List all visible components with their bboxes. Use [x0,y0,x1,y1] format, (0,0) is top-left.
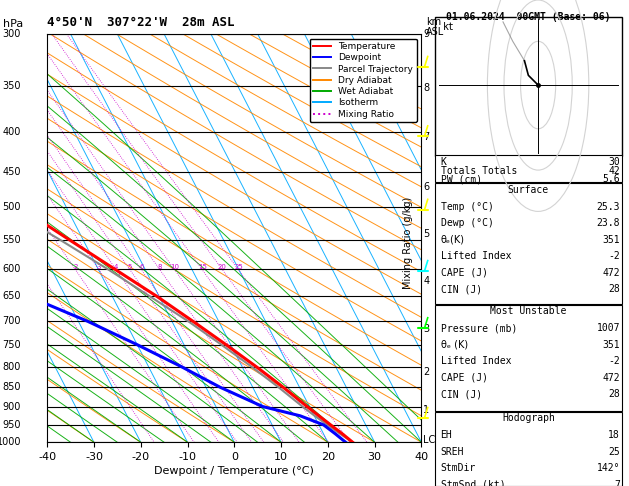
Text: 500: 500 [3,202,21,212]
Text: 600: 600 [3,264,21,274]
Text: ASL: ASL [426,27,444,37]
Text: hPa: hPa [3,19,23,30]
Text: 8: 8 [423,83,430,93]
Text: 1007: 1007 [596,323,620,333]
Text: θₑ(K): θₑ(K) [441,235,465,245]
Text: StmDir: StmDir [441,463,476,473]
Text: kt: kt [443,22,454,32]
Text: 9: 9 [423,29,430,39]
Text: SREH: SREH [441,447,464,457]
Text: 300: 300 [3,29,21,39]
Text: 1: 1 [423,405,430,415]
Text: 4°50'N  307°22'W  28m ASL: 4°50'N 307°22'W 28m ASL [47,16,235,29]
Text: 450: 450 [3,167,21,176]
Text: Dewp (°C): Dewp (°C) [441,218,494,228]
Text: 6: 6 [423,182,430,192]
Text: 5.6: 5.6 [603,174,620,185]
Bar [435,412,622,486]
Text: Mixing Ratio (g/kg): Mixing Ratio (g/kg) [403,197,413,289]
Bar [435,155,622,182]
Text: 550: 550 [3,235,21,244]
Text: 25: 25 [234,264,243,270]
Text: 30: 30 [608,157,620,167]
Text: 650: 650 [3,291,21,301]
X-axis label: Dewpoint / Temperature (°C): Dewpoint / Temperature (°C) [154,466,314,476]
Text: 7: 7 [423,133,430,142]
Text: LCL: LCL [423,434,441,445]
Text: 351: 351 [603,340,620,350]
Text: 950: 950 [3,420,21,430]
Bar [435,305,622,411]
Text: 850: 850 [3,382,21,392]
Text: 15: 15 [198,264,207,270]
Text: 20: 20 [218,264,227,270]
Text: 5: 5 [423,229,430,239]
Text: Lifted Index: Lifted Index [441,356,511,366]
Text: Surface: Surface [508,185,549,195]
Text: 3: 3 [97,264,101,270]
Text: 7: 7 [614,480,620,486]
Text: Temp (°C): Temp (°C) [441,202,494,212]
Text: 350: 350 [3,81,21,91]
Text: 5: 5 [128,264,132,270]
Text: 4: 4 [423,276,430,286]
Text: 900: 900 [3,401,21,412]
Text: Lifted Index: Lifted Index [441,251,511,261]
Text: 1000: 1000 [0,437,21,447]
Text: CIN (J): CIN (J) [441,284,482,295]
Text: km: km [426,17,441,27]
Text: 142°: 142° [596,463,620,473]
Text: CAPE (J): CAPE (J) [441,373,487,383]
Text: 472: 472 [603,268,620,278]
Text: StmSpd (kt): StmSpd (kt) [441,480,505,486]
Text: Totals Totals: Totals Totals [441,166,517,176]
Text: 25.3: 25.3 [596,202,620,212]
Text: 10: 10 [170,264,179,270]
Text: θₑ (K): θₑ (K) [441,340,468,350]
Text: 800: 800 [3,362,21,372]
Bar [435,183,622,304]
Text: 351: 351 [603,235,620,245]
Text: CIN (J): CIN (J) [441,389,482,399]
Text: 4: 4 [114,264,118,270]
Text: 28: 28 [608,389,620,399]
Text: 18: 18 [608,430,620,440]
Text: -2: -2 [608,356,620,366]
Text: 472: 472 [603,373,620,383]
Text: 2: 2 [423,366,430,377]
Text: CAPE (J): CAPE (J) [441,268,487,278]
Text: 8: 8 [158,264,162,270]
Text: -2: -2 [608,251,620,261]
Text: 28: 28 [608,284,620,295]
Text: PW (cm): PW (cm) [441,174,482,185]
Legend: Temperature, Dewpoint, Parcel Trajectory, Dry Adiabat, Wet Adiabat, Isotherm, Mi: Temperature, Dewpoint, Parcel Trajectory… [309,38,417,122]
Text: 750: 750 [3,340,21,350]
Text: 25: 25 [608,447,620,457]
Text: K: K [441,157,447,167]
Text: Pressure (mb): Pressure (mb) [441,323,517,333]
Text: 400: 400 [3,126,21,137]
Text: 3: 3 [423,324,430,333]
Text: 6: 6 [139,264,143,270]
Text: EH: EH [441,430,452,440]
Text: Hodograph: Hodograph [502,413,555,423]
Text: 2: 2 [74,264,78,270]
Text: 42: 42 [608,166,620,176]
Text: 01.06.2024  00GMT (Base: 06): 01.06.2024 00GMT (Base: 06) [446,12,611,22]
Text: 700: 700 [3,316,21,326]
Bar [435,17,622,156]
Text: 23.8: 23.8 [596,218,620,228]
Text: Most Unstable: Most Unstable [490,306,567,316]
